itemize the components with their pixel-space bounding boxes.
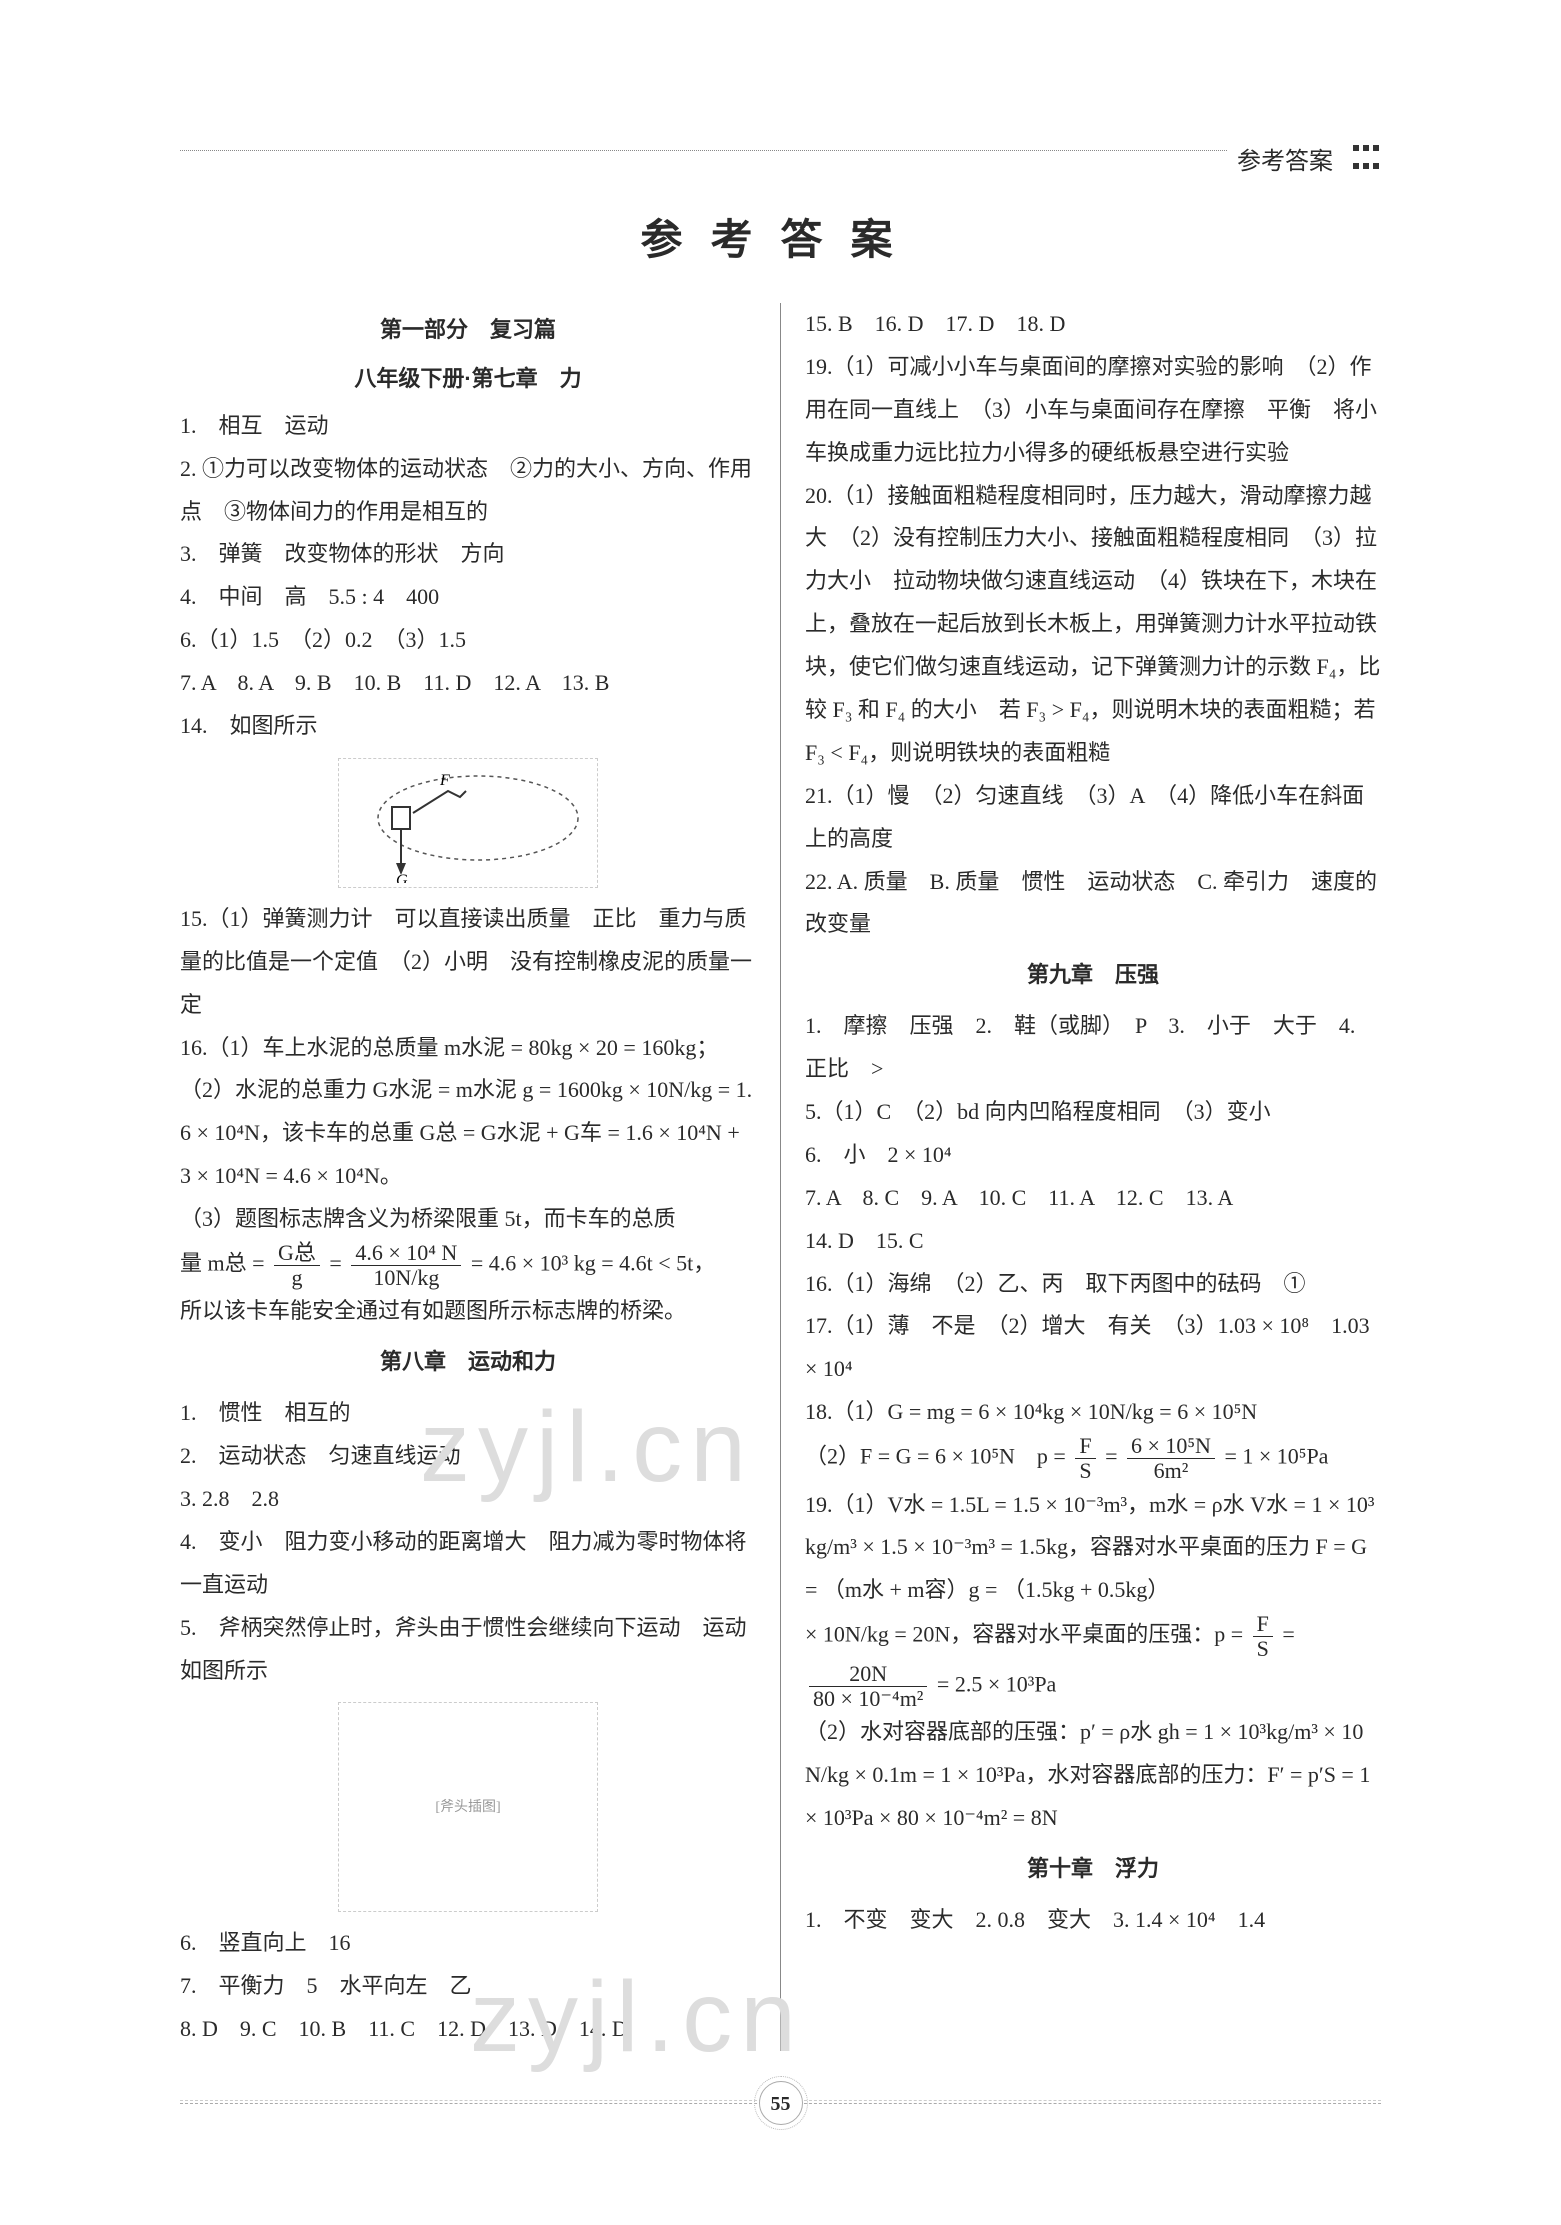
frac-eq: = <box>1105 1444 1123 1469</box>
answer-text: 21.（1）慢 （2）匀速直线 （3）A （4）降低小车在斜面上的高度 <box>805 775 1381 861</box>
fraction: 20N 80 × 10⁻⁴m² <box>809 1662 927 1711</box>
answer-text: 7. A 8. C 9. A 10. C 11. A 12. C 13. A <box>805 1177 1381 1220</box>
figure-14: G F <box>338 758 598 888</box>
chapter9-title: 第九章 压强 <box>805 954 1381 997</box>
fraction: 4.6 × 10⁴ N 10N/kg <box>351 1241 461 1290</box>
frac-numerator: G总 <box>274 1241 320 1266</box>
frac-numerator: F <box>1075 1434 1095 1459</box>
answer-text-fraction: 20N 80 × 10⁻⁴m² = 2.5 × 10³Pa <box>805 1662 1381 1711</box>
frac-denominator: 6m² <box>1127 1459 1215 1483</box>
answer-text: 14. D 15. C <box>805 1220 1381 1263</box>
frac-numerator: 6 × 10⁵N <box>1127 1434 1215 1459</box>
answer-text: 所以该卡车能安全通过有如题图所示标志牌的桥梁。 <box>180 1290 756 1333</box>
fraction: F S <box>1075 1434 1095 1483</box>
chapter7-title: 八年级下册·第七章 力 <box>180 358 756 401</box>
answer-text-fraction: （2）F = G = 6 × 10⁵N p = F S = 6 × 10⁵N 6… <box>805 1434 1381 1483</box>
frac-prefix: × 10N/kg = 20N，容器对水平桌面的压强：p = <box>805 1622 1249 1647</box>
frac-numerator: F <box>1253 1612 1273 1637</box>
fraction: G总 g <box>274 1241 320 1290</box>
answer-text: 17.（1）薄 不是 （2）增大 有关 （3）1.03 × 10⁸ 1.03 ×… <box>805 1305 1381 1391</box>
header-square-dots <box>1343 140 1381 176</box>
answer-text: 6. 小 2 × 10⁴ <box>805 1134 1381 1177</box>
answer-text: 4. 变小 阻力变小移动的距离增大 阻力减为零时物体将一直运动 <box>180 1521 756 1607</box>
answer-text: 4. 中间 高 5.5 : 4 400 <box>180 576 756 619</box>
frac-numerator: 20N <box>809 1662 927 1687</box>
answer-text: 14. 如图所示 <box>180 705 756 748</box>
frac-suffix: = 2.5 × 10³Pa <box>937 1671 1056 1696</box>
frac-denominator: S <box>1253 1637 1273 1661</box>
section-title: 第一部分 复习篇 <box>180 309 756 352</box>
answer-text: （2）水对容器底部的压强：p′ = ρ水 gh = 1 × 10³kg/m³ ×… <box>805 1711 1381 1840</box>
column-divider <box>780 303 781 2051</box>
answer-text: 20.（1）接触面粗糙程度相同时，压力越大，滑动摩擦力越大 （2）没有控制压力大… <box>805 475 1381 775</box>
columns: 第一部分 复习篇 八年级下册·第七章 力 1. 相互 运动 2. ①力可以改变物… <box>180 303 1381 2051</box>
fraction: F S <box>1253 1612 1273 1661</box>
answer-text: 19.（1）V水 = 1.5L = 1.5 × 10⁻³m³，m水 = ρ水 V… <box>805 1484 1381 1613</box>
answer-text: 3. 弹簧 改变物体的形状 方向 <box>180 533 756 576</box>
answer-text-fraction: × 10N/kg = 20N，容器对水平桌面的压强：p = F S = <box>805 1612 1381 1661</box>
answer-text: 3. 2.8 2.8 <box>180 1478 756 1521</box>
header-line: 参考答案 <box>180 140 1381 176</box>
frac-numerator: 4.6 × 10⁴ N <box>351 1241 461 1266</box>
answer-text: 1. 不变 变大 2. 0.8 变大 3. 1.4 × 10⁴ 1.4 <box>805 1899 1381 1942</box>
page-number: 55 <box>759 2081 803 2125</box>
frac-suffix: = 4.6 × 10³ kg = 4.6t < 5t， <box>471 1251 715 1276</box>
frac-eq: = <box>329 1251 347 1276</box>
answer-text: 1. 相互 运动 <box>180 405 756 448</box>
frac-eq: = <box>1282 1622 1294 1647</box>
svg-text:F: F <box>439 772 450 789</box>
main-title: 参考答案 <box>180 206 1381 267</box>
right-column: 15. B 16. D 17. D 18. D 19.（1）可减小小车与桌面间的… <box>805 303 1381 2051</box>
frac-prefix: （2）F = G = 6 × 10⁵N p = <box>805 1444 1071 1469</box>
answer-text: 18.（1）G = mg = 6 × 10⁴kg × 10N/kg = 6 × … <box>805 1391 1381 1434</box>
answer-text: 15. B 16. D 17. D 18. D <box>805 303 1381 346</box>
answer-text: 15.（1）弹簧测力计 可以直接读出质量 正比 重力与质量的比值是一个定值 （2… <box>180 898 756 1027</box>
frac-prefix: 量 m总 = <box>180 1251 270 1276</box>
chapter8-title: 第八章 运动和力 <box>180 1341 756 1384</box>
hand-force-icon: G F <box>348 763 588 883</box>
frac-suffix: = 1 × 10⁵Pa <box>1224 1444 1328 1469</box>
answer-text: 19.（1）可减小小车与桌面间的摩擦对实验的影响 （2）作用在同一直线上 （3）… <box>805 346 1381 475</box>
chapter10-title: 第十章 浮力 <box>805 1848 1381 1891</box>
answer-text: 7. 平衡力 5 水平向左 乙 <box>180 1965 756 2008</box>
header-dotted-line <box>180 150 1381 151</box>
figure-5: [斧头插图] <box>338 1702 598 1912</box>
footer: 55 <box>180 2081 1381 2125</box>
answer-text-fraction: 量 m总 = G总 g = 4.6 × 10⁴ N 10N/kg = 4.6 ×… <box>180 1241 756 1290</box>
svg-text:G: G <box>396 872 408 883</box>
fraction: 6 × 10⁵N 6m² <box>1127 1434 1215 1483</box>
header-label: 参考答案 <box>1227 141 1343 176</box>
answer-text: 1. 惯性 相互的 <box>180 1392 756 1435</box>
answer-text: 1. 摩擦 压强 2. 鞋（或脚） P 3. 小于 大于 4. 正比 > <box>805 1005 1381 1091</box>
frac-denominator: g <box>274 1266 320 1290</box>
left-column: 第一部分 复习篇 八年级下册·第七章 力 1. 相互 运动 2. ①力可以改变物… <box>180 303 756 2051</box>
frac-denominator: S <box>1075 1459 1095 1483</box>
answer-text: 7. A 8. A 9. B 10. B 11. D 12. A 13. B <box>180 662 756 705</box>
answer-text: 5. 斧柄突然停止时，斧头由于惯性会继续向下运动 运动 如图所示 <box>180 1607 756 1693</box>
frac-denominator: 10N/kg <box>351 1266 461 1290</box>
answer-text: 2. ①力可以改变物体的运动状态 ②力的大小、方向、作用点 ③物体间力的作用是相… <box>180 448 756 534</box>
answer-text: 16.（1）海绵 （2）乙、丙 取下丙图中的砝码 ① <box>805 1263 1381 1306</box>
answer-text: 2. 运动状态 匀速直线运动 <box>180 1435 756 1478</box>
answer-text: 16.（1）车上水泥的总质量 m水泥 = 80kg × 20 = 160kg； … <box>180 1027 756 1199</box>
page-container: 参考答案 参考答案 第一部分 复习篇 八年级下册·第七章 力 1. 相互 运动 … <box>0 0 1561 2205</box>
answer-text: （3）题图标志牌含义为桥梁限重 5t，而卡车的总质 <box>180 1198 756 1241</box>
answer-text: 6.（1）1.5 （2）0.2 （3）1.5 <box>180 619 756 662</box>
answer-text: 22. A. 质量 B. 质量 惯性 运动状态 C. 牵引力 速度的改变量 <box>805 861 1381 947</box>
answer-text: 6. 竖直向上 16 <box>180 1922 756 1965</box>
answer-text: 8. D 9. C 10. B 11. C 12. D 13. D 14. D <box>180 2008 756 2051</box>
answer-text: 5.（1）C （2）bd 向内凹陷程度相同 （3）变小 <box>805 1091 1381 1134</box>
frac-denominator: 80 × 10⁻⁴m² <box>809 1687 927 1711</box>
